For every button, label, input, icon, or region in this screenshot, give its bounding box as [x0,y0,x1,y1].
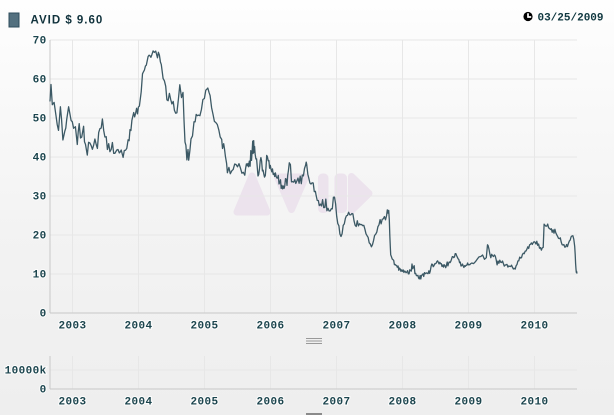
svg-text:2007: 2007 [322,397,350,409]
svg-text:50: 50 [33,114,47,126]
svg-text:0: 0 [40,385,47,397]
svg-text:03/25/2009: 03/25/2009 [537,13,603,25]
svg-text:AVID $ 9.60: AVID $ 9.60 [31,15,104,27]
svg-text:2007: 2007 [322,321,350,333]
svg-text:20: 20 [33,231,47,243]
svg-text:0: 0 [40,309,47,321]
svg-text:30: 30 [33,192,47,204]
svg-text:70: 70 [33,36,47,48]
svg-text:2006: 2006 [256,321,284,333]
svg-text:2010: 2010 [520,321,548,333]
svg-text:2004: 2004 [124,321,152,333]
svg-text:2003: 2003 [58,321,86,333]
svg-text:2009: 2009 [454,321,482,333]
svg-text:2004: 2004 [124,397,152,409]
svg-text:2009: 2009 [454,397,482,409]
svg-text:40: 40 [33,153,47,165]
svg-text:10000k: 10000k [5,366,47,378]
svg-text:2010: 2010 [520,397,548,409]
svg-text:2003: 2003 [58,397,86,409]
svg-text:2008: 2008 [388,397,416,409]
svg-text:2005: 2005 [190,397,218,409]
svg-text:2005: 2005 [190,321,218,333]
svg-text:10: 10 [33,270,47,282]
svg-text:2006: 2006 [256,397,284,409]
svg-text:60: 60 [33,75,47,87]
svg-text:2008: 2008 [388,321,416,333]
